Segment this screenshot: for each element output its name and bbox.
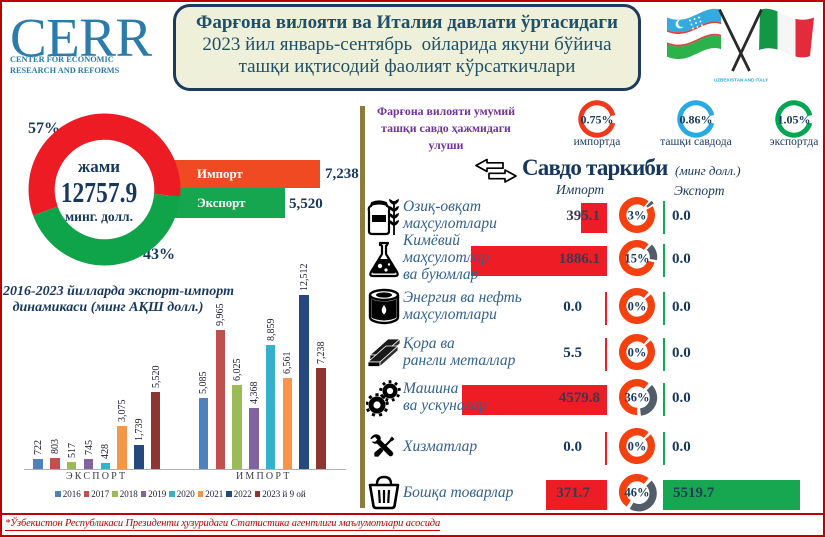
svg-text:0.75%: 0.75% (581, 113, 614, 127)
svg-text:46%: 46% (624, 486, 649, 500)
svg-text:0%: 0% (627, 440, 646, 454)
svg-text:3%: 3% (627, 209, 646, 223)
svg-text:0%: 0% (627, 346, 646, 360)
svg-text:0.86%: 0.86% (680, 113, 713, 127)
svg-text:36%: 36% (624, 391, 649, 405)
svg-text:0%: 0% (627, 300, 646, 314)
svg-text:15%: 15% (624, 252, 649, 266)
svg-text:1.05%: 1.05% (778, 113, 811, 127)
svg-text:UZBEKISTAN AND ITALY: UZBEKISTAN AND ITALY (714, 78, 768, 83)
